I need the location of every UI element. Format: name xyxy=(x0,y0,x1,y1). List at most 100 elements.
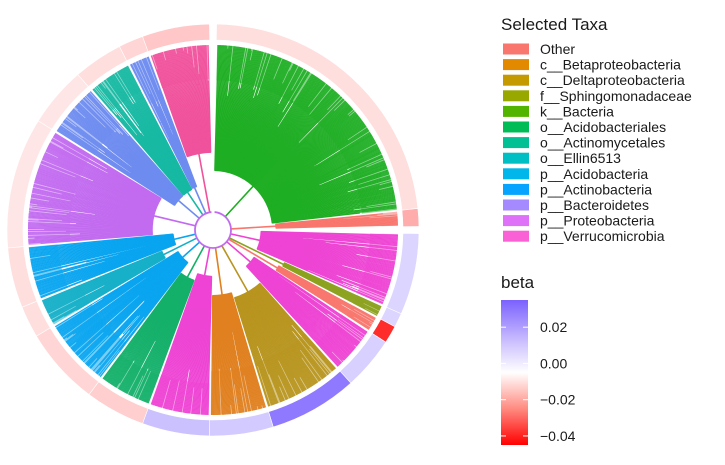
beta-tick-label: 0.02 xyxy=(540,319,567,335)
legend-swatch xyxy=(503,168,529,180)
clade-p-acidobacteria xyxy=(28,233,196,299)
branch xyxy=(186,245,206,278)
legend-swatch xyxy=(503,74,529,86)
clade-o-actinomycetales xyxy=(92,65,204,216)
clade-o-acidobacteriales xyxy=(102,245,206,404)
legend-label: f__Sphingomonadaceae xyxy=(540,88,692,104)
clade-p-actinobacteria xyxy=(56,91,200,219)
legend-label: o__Ellin6513 xyxy=(540,150,621,166)
legend-label: p__Acidobacteria xyxy=(540,166,648,182)
branch xyxy=(173,233,196,241)
circular-tree xyxy=(27,45,398,416)
taxa-legend-title: Selected Taxa xyxy=(501,15,608,34)
clade-p-proteobacteria xyxy=(230,230,398,305)
clade-p-proteobacteria xyxy=(226,241,368,367)
legend-swatch xyxy=(503,152,529,164)
clade-highlight xyxy=(41,284,90,325)
clade-f-sphingomonadaceae xyxy=(228,237,382,316)
leaf-branch xyxy=(193,67,205,153)
clade-highlight xyxy=(254,333,337,407)
legend-swatch xyxy=(503,215,529,227)
branch xyxy=(163,237,198,256)
legend-label: o__Acidobacteriales xyxy=(540,119,666,135)
beta-ring-segment xyxy=(142,23,210,52)
legend-swatch xyxy=(503,43,529,55)
legend-label: k__Bacteria xyxy=(540,103,614,119)
clade-p-proteobacteria xyxy=(150,247,213,415)
legend-swatch xyxy=(503,183,529,195)
branch xyxy=(214,247,223,296)
legend-swatch xyxy=(503,121,529,133)
clade-highlight xyxy=(92,65,142,112)
branch xyxy=(221,245,249,293)
leaf-branch xyxy=(198,74,207,153)
beta-tick-label: −0.02 xyxy=(540,392,576,408)
beta-heatmap-ring xyxy=(6,23,420,437)
clade-highlight xyxy=(356,233,398,305)
taxa-legend: Selected Taxa Otherc__Betaproteobacteria… xyxy=(501,15,692,244)
legend-label: c__Betaproteobacteria xyxy=(540,57,681,73)
clade-highlight xyxy=(346,305,376,330)
clade-p-verrucomicrobia xyxy=(150,45,212,213)
branch xyxy=(181,241,201,259)
clade-c-deltaproteobacteria xyxy=(221,245,337,407)
branch xyxy=(230,233,261,242)
clade-highlight xyxy=(129,56,165,105)
clade-p-actinobacteria xyxy=(129,56,207,214)
beta-tick-label: −0.04 xyxy=(540,428,576,444)
legend-label: p__Actinobacteria xyxy=(540,181,652,197)
beta-ring-segment xyxy=(209,411,274,437)
branch xyxy=(186,191,204,216)
legend-swatch xyxy=(503,230,529,242)
clade-highlight xyxy=(210,364,267,415)
branch xyxy=(198,153,211,213)
legend-label: p__Proteobacteria xyxy=(540,213,655,229)
beta-colorbar xyxy=(501,300,528,445)
clade-k-bacteria xyxy=(214,45,397,224)
clade-highlight xyxy=(27,132,92,246)
beta-tick-label: 0.00 xyxy=(540,355,567,371)
clade-highlight xyxy=(316,314,368,367)
legend-label: c__Deltaproteobacteria xyxy=(540,72,685,88)
legend-swatch xyxy=(503,59,529,71)
legend-label: o__Actinomycetales xyxy=(540,135,665,151)
clade-p-bacteroidetes xyxy=(27,132,196,246)
clade-highlight xyxy=(54,303,127,378)
legend-label: p__Bacteroidetes xyxy=(540,197,649,213)
clade-other xyxy=(230,211,398,230)
branch xyxy=(226,241,252,263)
clade-highlight xyxy=(150,374,210,415)
branch-arc xyxy=(275,265,280,271)
legend-swatch xyxy=(503,137,529,149)
clade-highlight xyxy=(102,354,160,404)
branch xyxy=(224,185,254,218)
clade-other xyxy=(228,238,376,330)
branch xyxy=(193,187,207,214)
branch xyxy=(228,238,278,269)
legend-label: p__Verrucomicrobia xyxy=(540,228,665,244)
branch xyxy=(228,237,285,266)
branch xyxy=(153,215,196,227)
leaf-branch xyxy=(207,80,211,153)
legend-swatch xyxy=(503,105,529,117)
beta-ring-segment xyxy=(401,208,420,227)
clade-o-ellin6513 xyxy=(41,237,198,325)
branch xyxy=(203,247,211,276)
clade-highlight xyxy=(216,45,397,214)
branch xyxy=(230,225,276,230)
legend-label: Other xyxy=(540,41,575,57)
leaf-branch xyxy=(272,212,360,224)
legend-swatch xyxy=(503,90,529,102)
clade-c-betaproteobacteria xyxy=(210,247,267,416)
clade-highlight xyxy=(56,91,121,156)
clade-highlight xyxy=(28,244,68,299)
clade-highlight xyxy=(342,211,398,228)
clade-p-acidobacteria xyxy=(54,241,201,378)
root-arc xyxy=(194,211,232,249)
clade-highlight xyxy=(352,294,382,316)
beta-legend-title: beta xyxy=(501,273,535,292)
clade-highlight xyxy=(150,45,210,89)
branch xyxy=(177,199,200,219)
beta-legend: beta 0.02 0.00 −0.02 −0.04 xyxy=(501,273,576,445)
